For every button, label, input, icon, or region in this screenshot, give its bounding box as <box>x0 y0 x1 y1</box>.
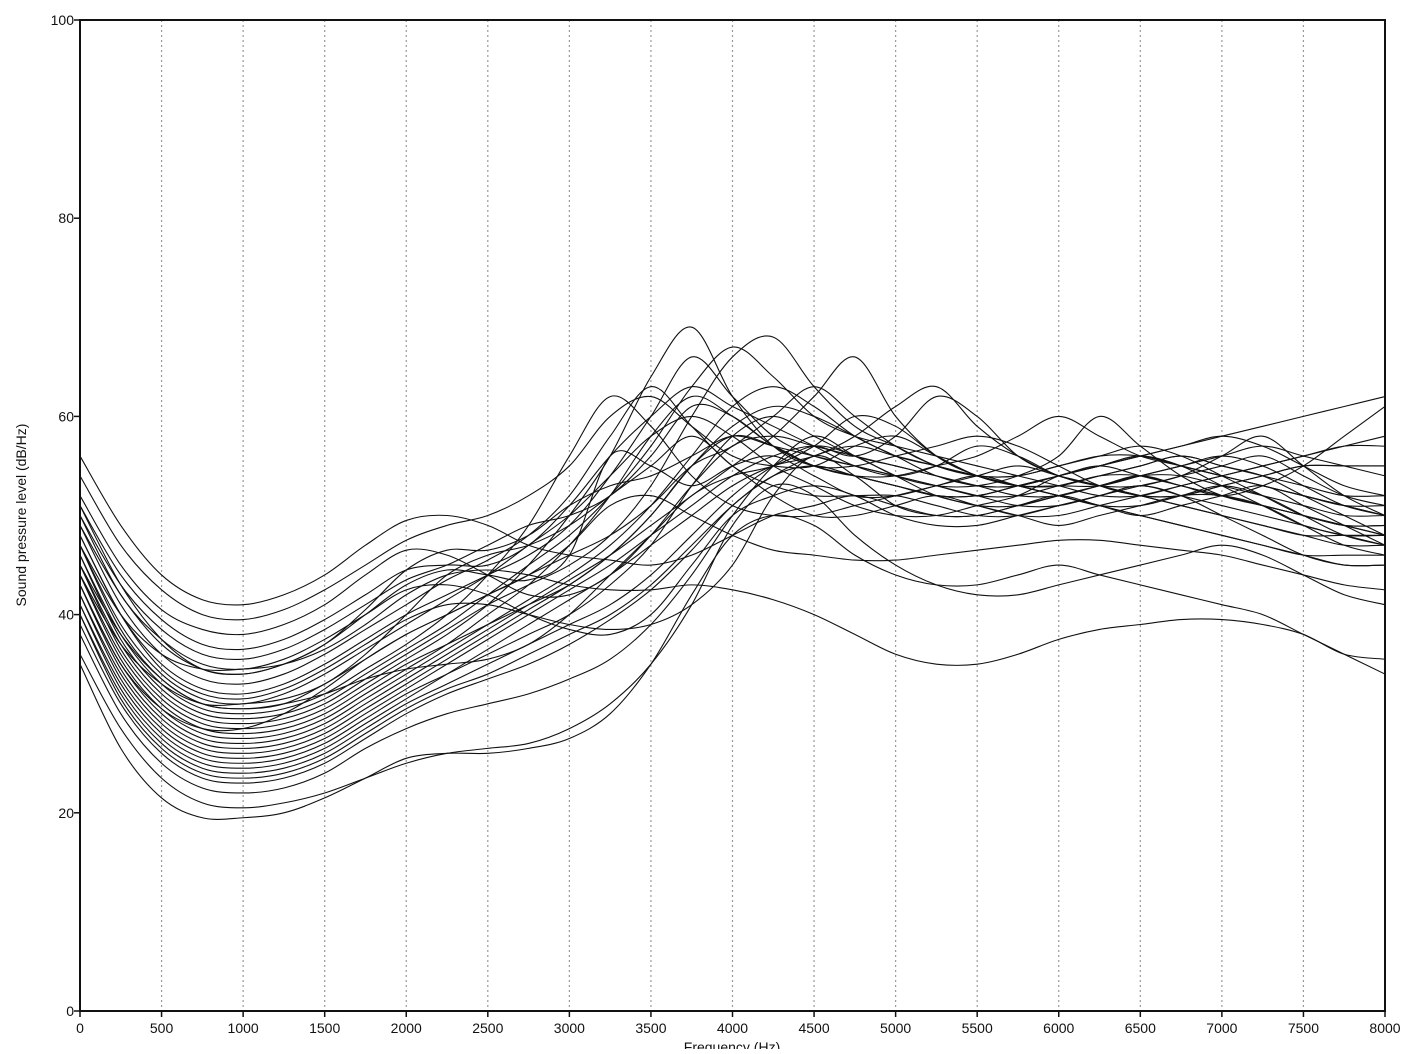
x-tick-label: 1500 <box>309 1020 340 1036</box>
x-axis-label: Frequency (Hz) <box>684 1039 780 1049</box>
series-line-35 <box>79 494 1386 732</box>
y-tick-label: 20 <box>58 805 74 821</box>
series-line-34 <box>79 435 1386 675</box>
series-line-24 <box>79 415 1386 774</box>
series-line-27 <box>79 435 1386 794</box>
series-line-25 <box>79 406 1386 779</box>
series-line-17 <box>79 395 1386 740</box>
series-line-9 <box>79 445 1386 700</box>
x-tick-label: 6500 <box>1125 1020 1156 1036</box>
series-line-10 <box>79 415 1386 705</box>
series-line-22 <box>79 415 1386 764</box>
x-tick-label: 5500 <box>962 1020 993 1036</box>
y-axis-label: Sound pressure level (dB/Hz) <box>13 424 29 607</box>
x-tick-label: 2500 <box>472 1020 503 1036</box>
series-line-6 <box>79 485 1386 670</box>
series-line-29 <box>79 514 1386 820</box>
y-tick-label: 80 <box>58 210 74 226</box>
x-tick-label: 3500 <box>635 1020 666 1036</box>
x-tick-label: 4500 <box>798 1020 829 1036</box>
series-line-23 <box>79 385 1385 769</box>
y-tick-label: 60 <box>58 408 74 424</box>
y-tick-label: 40 <box>58 607 74 623</box>
x-tick-label: 2000 <box>391 1020 422 1036</box>
x-tick-label: 4000 <box>717 1020 748 1036</box>
y-tick-label: 0 <box>66 1003 74 1019</box>
series-layer <box>79 326 1386 820</box>
series-line-28 <box>79 483 1386 809</box>
x-tick-label: 7000 <box>1206 1020 1237 1036</box>
series-line-33 <box>79 415 1386 710</box>
x-tick-label: 500 <box>150 1020 174 1036</box>
x-tick-label: 8000 <box>1369 1020 1400 1036</box>
x-tick-label: 5000 <box>880 1020 911 1036</box>
x-tick-label: 1000 <box>228 1020 259 1036</box>
series-line-30 <box>79 544 1386 671</box>
x-tick-label: 7500 <box>1288 1020 1319 1036</box>
x-tick-label: 0 <box>76 1020 84 1036</box>
x-tick-label: 3000 <box>554 1020 585 1036</box>
series-line-26 <box>79 445 1386 784</box>
y-tick-label: 100 <box>51 12 75 28</box>
series-line-13 <box>79 346 1386 720</box>
series-line-18 <box>79 386 1386 744</box>
axis-layer: 0 500 1000 1500 2000 2500 3000 3500 4000 4500 5000… <box>51 12 1401 1036</box>
x-tick-label: 6000 <box>1043 1020 1074 1036</box>
series-line-32 <box>79 435 1386 707</box>
series-line-21 <box>79 395 1385 759</box>
